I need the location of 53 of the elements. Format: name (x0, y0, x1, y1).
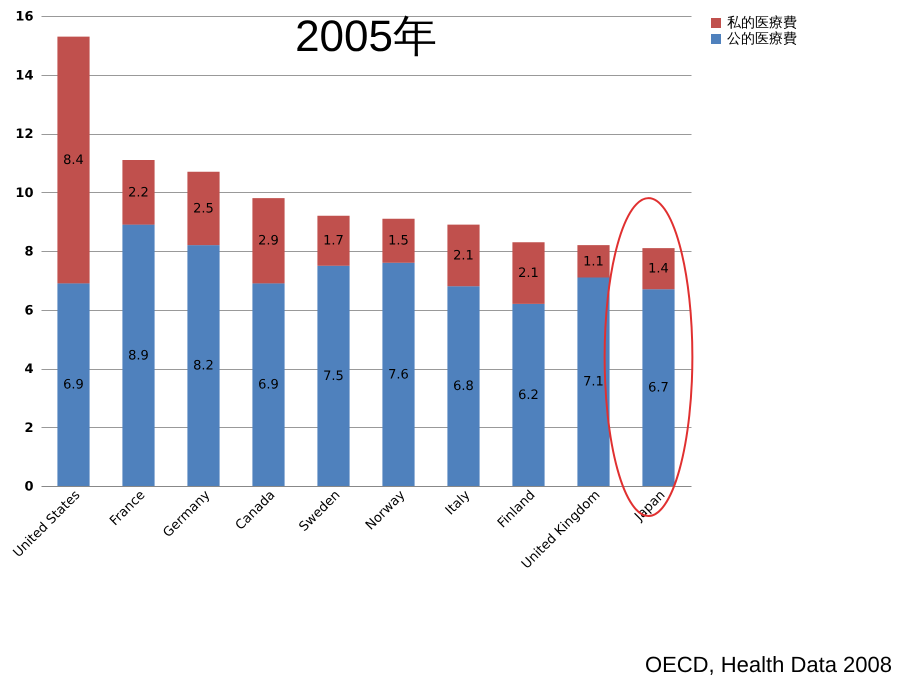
bar (577, 277, 610, 486)
y-tick-label: 10 (15, 186, 34, 201)
data-label: 6.2 (518, 388, 539, 403)
data-label: 6.9 (63, 378, 84, 393)
bar (512, 304, 545, 486)
chart-title: 2005年 (295, 12, 437, 61)
bar (187, 245, 220, 486)
bar (447, 286, 480, 486)
y-tick-label: 8 (24, 244, 34, 260)
text: OECD, Health Data 2008 (644, 652, 892, 678)
y-tick-label: 12 (15, 127, 34, 142)
data-label: 2.9 (258, 234, 279, 249)
y-tick-label: 2 (24, 420, 34, 436)
bar (187, 172, 220, 246)
data-label: 7.1 (583, 374, 604, 390)
y-tick-label: 4 (24, 362, 34, 377)
bar (382, 218, 415, 263)
bar (317, 266, 350, 486)
y-tick-label: 16 (15, 10, 34, 24)
bar (57, 36, 90, 284)
data-label: 1.1 (583, 254, 604, 270)
data-label: 1.4 (648, 262, 669, 277)
data-label: 2.2 (128, 185, 149, 200)
data-label: 7.5 (323, 368, 344, 384)
data-label: 1.7 (323, 234, 344, 249)
data-label: 2.1 (453, 248, 474, 264)
data-label: 6.9 (258, 378, 279, 393)
bar (317, 216, 350, 266)
bar (122, 224, 155, 486)
y-tick-label: 0 (24, 480, 34, 494)
data-label: 8.2 (193, 358, 214, 374)
bar (57, 283, 90, 486)
data-label: 8.9 (128, 348, 149, 364)
bar (382, 262, 415, 486)
data-label: 2.1 (518, 266, 539, 282)
bar (252, 198, 285, 284)
data-label: 8.4 (63, 152, 84, 168)
data-label: 2.5 (193, 201, 214, 216)
bar (252, 283, 285, 486)
bar (447, 224, 480, 286)
bar (642, 289, 675, 486)
bar (512, 242, 545, 304)
bar (122, 160, 155, 225)
data-label: 7.6 (388, 367, 409, 382)
legend-label: 私的医療費 (727, 15, 797, 31)
data-label: 6.8 (453, 379, 474, 394)
y-tick-label: 6 (24, 303, 34, 318)
legend-label: 公的医療費 (727, 31, 797, 47)
bar (577, 245, 610, 278)
y-tick-label: 14 (15, 68, 34, 84)
bar (642, 248, 675, 290)
data-label: 1.5 (388, 234, 409, 249)
data-label: 6.7 (648, 380, 669, 396)
